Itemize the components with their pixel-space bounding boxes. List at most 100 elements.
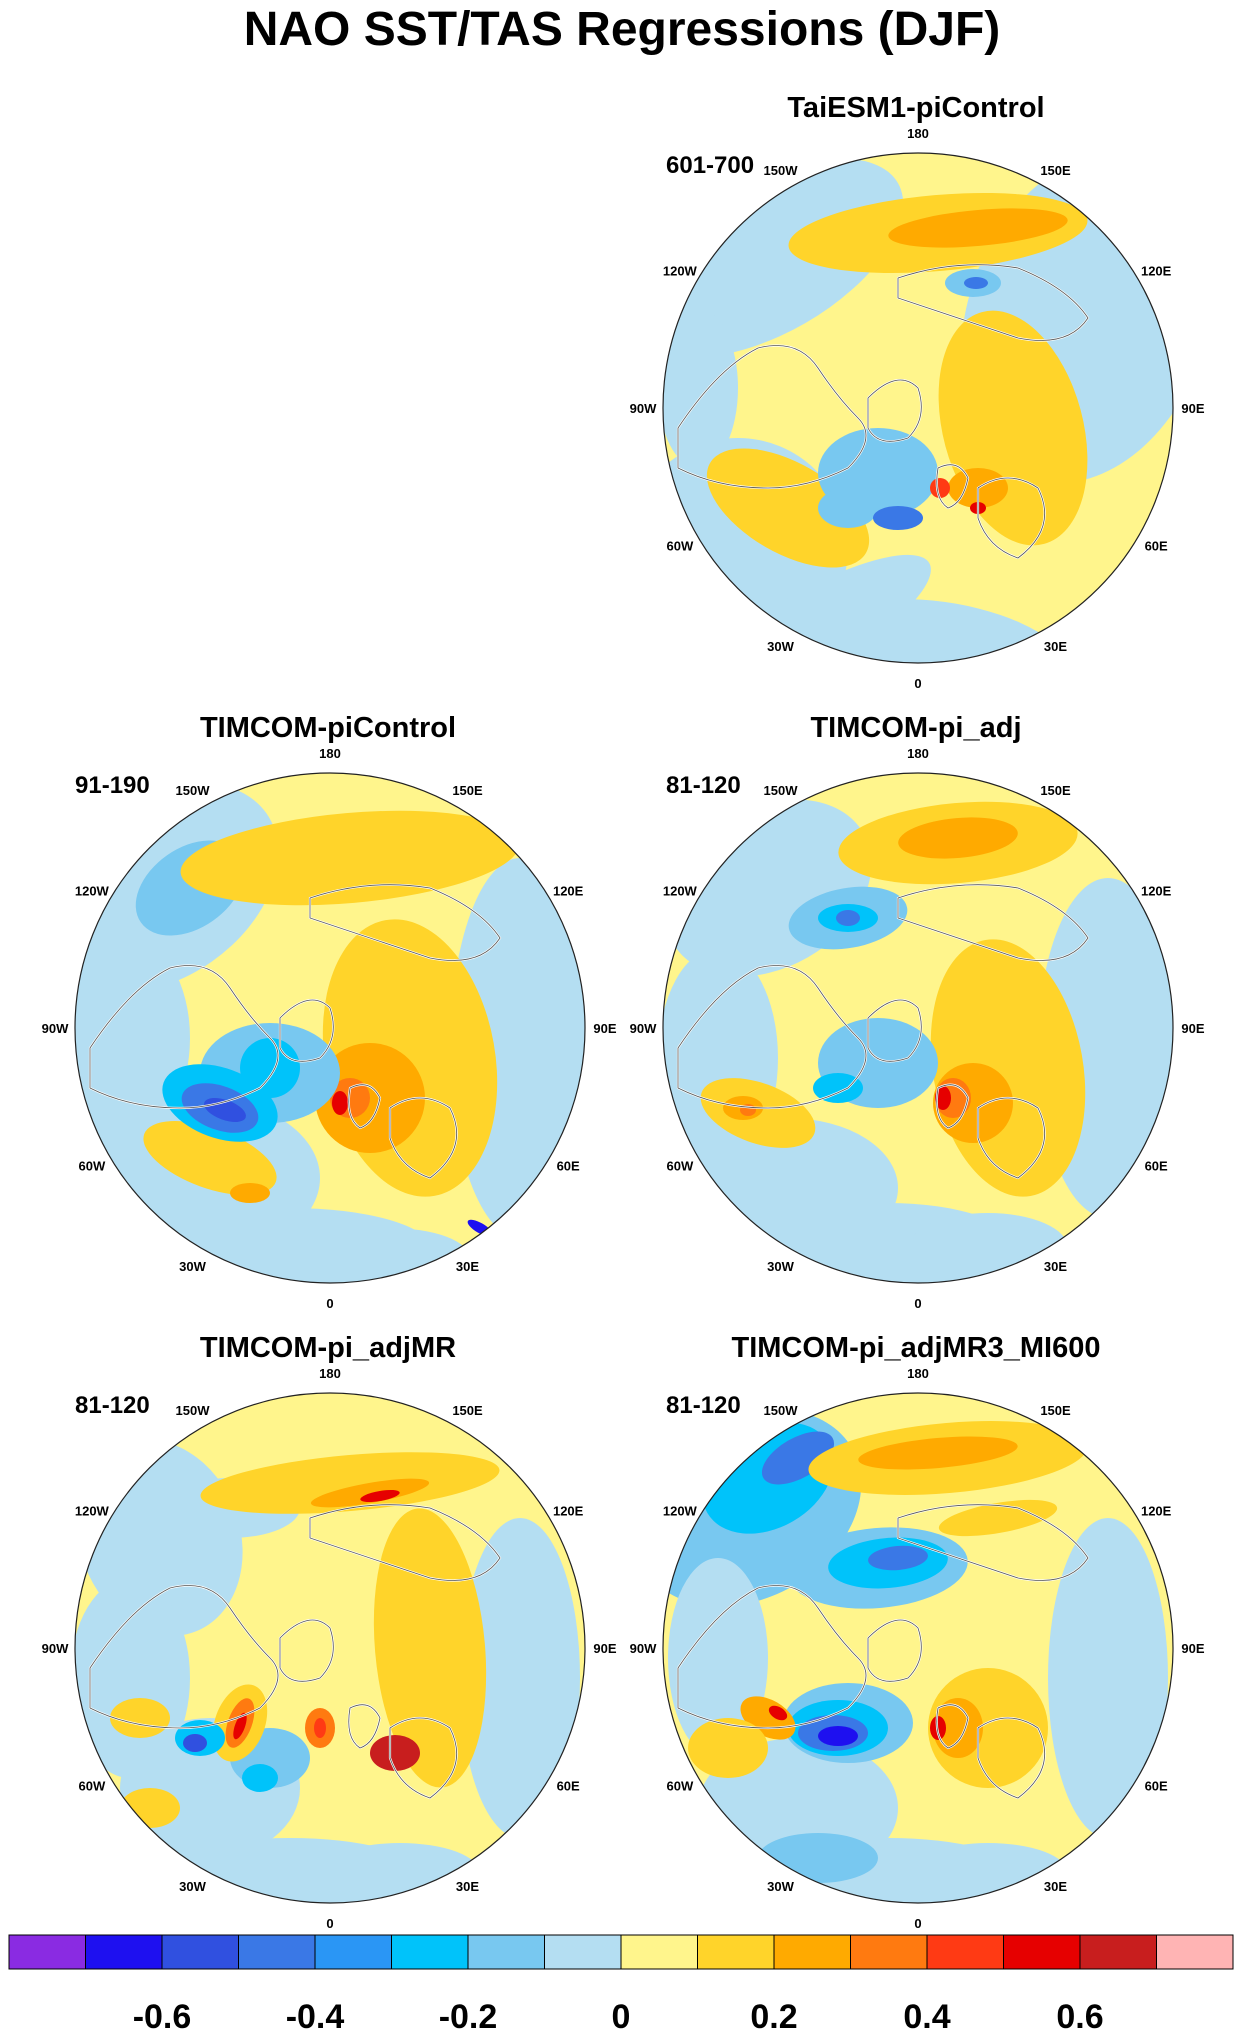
polar-map-timcom-picontrol: 180 150E 120E 90E 60E 30E 0 30W 60W 90W 120W 150W <box>42 746 617 1311</box>
coastline-edge-4 <box>897 264 1089 341</box>
longitude-label: 180 <box>907 126 929 141</box>
coastline-edge-4 <box>897 1504 1089 1581</box>
longitude-label: 120E <box>553 884 584 899</box>
anomaly-contour-17 <box>935 1086 951 1110</box>
anomaly-contour-9 <box>143 1121 277 1195</box>
anomaly-contour-24 <box>688 1718 768 1778</box>
coastline-edge-0 <box>89 965 279 1109</box>
longitude-label: 30W <box>767 1879 794 1894</box>
anomaly-contour-8 <box>180 810 520 906</box>
colorbar-swatch <box>161 1934 239 1970</box>
longitude-label: 30W <box>179 1259 206 1274</box>
anomaly-contour-23 <box>768 1705 788 1721</box>
longitude-label: 90E <box>1181 1021 1204 1036</box>
polar-map-timcom-pi-adjmr3-mi600: 180 150E 120E 90E 60E 30E 0 30W 60W 90W 120W 150W <box>630 1366 1205 1931</box>
anomaly-contour-3 <box>836 910 860 926</box>
longitude-label: 120W <box>663 884 698 899</box>
coastline-edge-3 <box>389 1717 457 1799</box>
anomaly-contour-3 <box>685 554 931 663</box>
coastline-edge-3 <box>977 477 1045 559</box>
longitude-label: 150W <box>764 163 799 178</box>
longitude-label: 120W <box>75 1504 110 1519</box>
colorbar-swatch <box>1003 1934 1081 1970</box>
colorbar-swatch <box>85 1934 163 1970</box>
colorbar-swatch <box>850 1934 928 1970</box>
colorbar-tick-label: 0.6 <box>1056 1998 1103 2036</box>
anomaly-contour-19 <box>240 1038 300 1098</box>
longitude-label: 90W <box>42 1641 69 1656</box>
longitude-label: 60E <box>1145 1159 1168 1174</box>
panel-years: 91-190 <box>75 772 150 799</box>
coastline-edge-2 <box>936 464 969 509</box>
coastline-edge-3 <box>389 1097 457 1179</box>
anomaly-contour-13 <box>858 1436 1018 1470</box>
anomaly-contour-16 <box>933 1698 983 1758</box>
panel-years: 81-120 <box>666 1392 741 1419</box>
longitude-label: 60E <box>1145 539 1168 554</box>
colorbar-swatch <box>314 1934 392 1970</box>
panel-years: 81-120 <box>666 772 741 799</box>
coastline-edge-4 <box>309 884 501 961</box>
colorbar-swatch <box>391 1934 469 1970</box>
coastline-edge-2 <box>936 1084 969 1129</box>
longitude-label: 30W <box>767 639 794 654</box>
longitude-label: 30E <box>456 1259 479 1274</box>
longitude-label: 90E <box>1181 1641 1204 1656</box>
panel-years: 601-700 <box>666 152 755 179</box>
longitude-label: 0 <box>914 676 921 691</box>
anomaly-contour-8 <box>706 448 870 568</box>
colorbar-tick-label: -0.2 <box>439 1998 498 2036</box>
longitude-label: 90W <box>630 1641 657 1656</box>
coastline-edge-1 <box>867 1619 922 1682</box>
longitude-label: 60E <box>557 1779 580 1794</box>
coastline-edge-3 <box>977 1097 1045 1179</box>
longitude-label: 150E <box>452 783 483 798</box>
anomaly-contour-15 <box>873 506 923 530</box>
anomaly-contour-2 <box>761 1431 835 1485</box>
colorbar-swatch <box>697 1934 775 1970</box>
longitude-label: 90W <box>630 1021 657 1036</box>
coastline-edge-2 <box>936 1704 969 1749</box>
panel-title: TaiESM1-piControl <box>787 92 1045 124</box>
panel-title: TIMCOM-pi_adj <box>810 712 1022 744</box>
longitude-label: 0 <box>326 1296 333 1311</box>
coastline-edge-1 <box>867 379 922 442</box>
anomaly-contour-12 <box>373 1508 487 1788</box>
longitude-label: 150E <box>452 1403 483 1418</box>
anomaly-contour-2 <box>460 1518 580 1838</box>
map-border <box>662 772 1174 1284</box>
colorbar-tick-label: -0.4 <box>286 1998 345 2036</box>
polar-map-timcom-pi-adjmr: 180 150E 120E 90E 60E 30E 0 30W 60W 90W 120W 150W <box>42 1366 617 1931</box>
anomaly-contour-21 <box>110 1698 170 1738</box>
anomaly-contour-0 <box>663 158 904 358</box>
polar-map-taiesm1: 180 150E 120E 90E 60E 30E 0 30W 60W 90W 120W 150W <box>630 126 1205 691</box>
longitude-label: 150W <box>176 1403 211 1418</box>
anomaly-contour-19 <box>813 1073 863 1103</box>
panel-title: TIMCOM-pi_adjMR3_MI600 <box>731 1332 1101 1364</box>
anomaly-contour-4 <box>829 599 1067 663</box>
colorbar-tick-label: -0.6 <box>133 1998 192 2036</box>
longitude-label: 60W <box>78 1159 105 1174</box>
longitude-label: 180 <box>907 1366 929 1381</box>
anomaly-contour-10 <box>898 817 1018 859</box>
longitude-label: 90E <box>593 1021 616 1036</box>
panel-years: 81-120 <box>75 1392 150 1419</box>
longitude-label: 150W <box>764 783 799 798</box>
longitude-label: 60W <box>666 539 693 554</box>
coastline-edge-1 <box>279 1619 334 1682</box>
longitude-label: 60W <box>666 1779 693 1794</box>
anomaly-contour-19 <box>314 1718 326 1738</box>
longitude-label: 30E <box>456 1879 479 1894</box>
longitude-label: 60E <box>1145 1779 1168 1794</box>
anomaly-contour-21 <box>818 1726 858 1746</box>
longitude-label: 150W <box>176 783 211 798</box>
anomaly-contour-17 <box>183 1734 207 1752</box>
polar-map-timcom-pi-adj: 180 150E 120E 90E 60E 30E 0 30W 60W 90W 120W 150W <box>630 746 1205 1311</box>
colorbar-tick-label: 0.4 <box>903 1998 950 2036</box>
longitude-label: 30E <box>1044 1259 1067 1274</box>
coastline-edge-2 <box>348 1704 381 1749</box>
longitude-label: 120E <box>1141 884 1172 899</box>
colorbar-tick-label: 0.2 <box>750 1998 797 2036</box>
longitude-label: 90W <box>42 1021 69 1036</box>
